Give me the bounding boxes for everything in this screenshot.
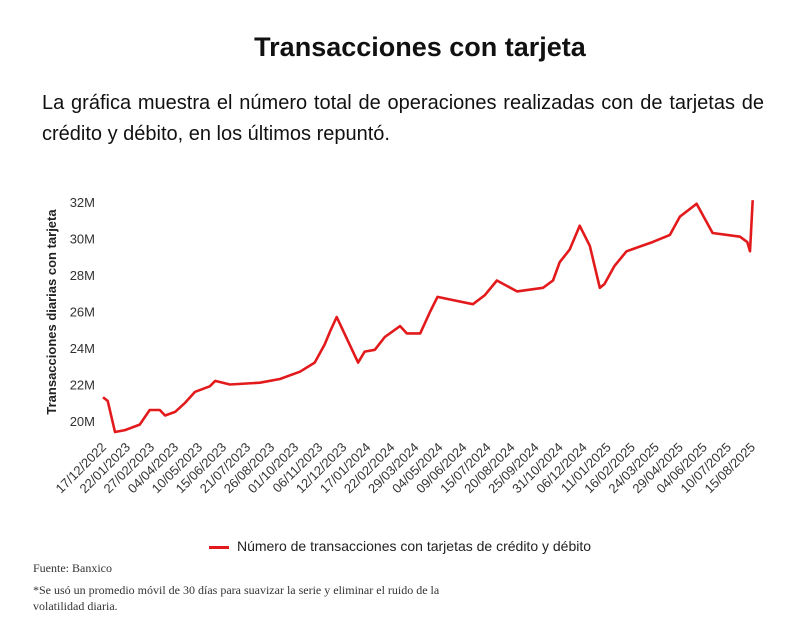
chart-subtitle: La gráfica muestra el número total de op… — [42, 92, 764, 145]
x-axis-ticks: 17/12/202222/01/202327/02/202304/04/2023… — [52, 440, 758, 497]
y-tick-label: 30M — [70, 232, 95, 247]
y-tick-label: 26M — [70, 305, 95, 320]
legend-swatch — [208, 545, 229, 549]
y-tick-label: 32M — [70, 195, 95, 210]
footnote-line-2: volatilidad diaria. — [33, 599, 118, 613]
footnote-line-1: *Se usó un promedio móvil de 30 días par… — [33, 583, 440, 597]
y-tick-label: 28M — [70, 268, 95, 283]
chart-title: Transacciones con tarjeta — [254, 32, 586, 62]
y-tick-label: 24M — [70, 341, 95, 356]
y-axis-ticks: 20M 22M 24M 26M 28M 30M 32M — [70, 195, 95, 429]
series-line — [102, 200, 754, 434]
legend-label: Número de transacciones con tarjetas de … — [236, 538, 592, 554]
source-note: Fuente: Banxico — [33, 561, 112, 575]
y-tick-label: 20M — [70, 414, 95, 429]
y-tick-label: 22M — [70, 378, 95, 393]
legend: Número de transacciones con tarjetas de … — [0, 538, 800, 554]
y-axis-label: Transacciones diarias con tarjeta — [44, 209, 59, 415]
